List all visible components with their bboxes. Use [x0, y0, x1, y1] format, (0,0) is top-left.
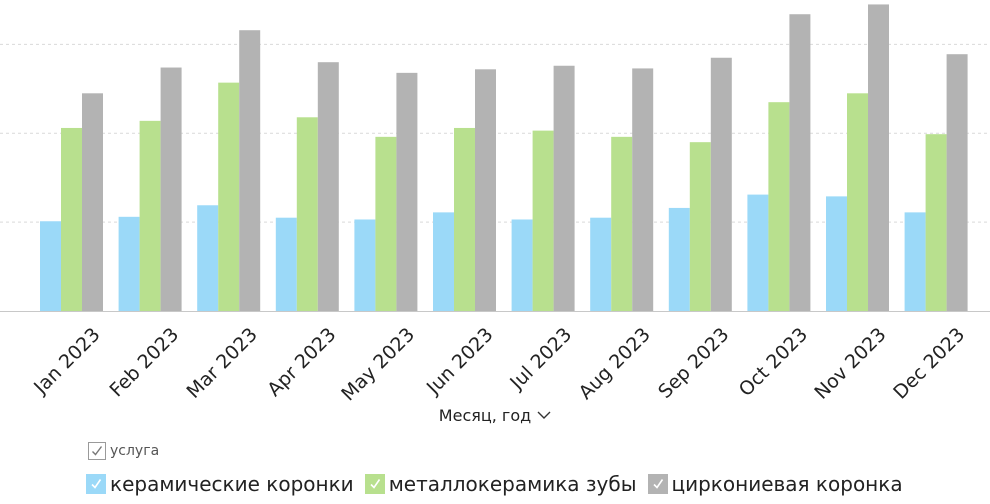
bar-metal-ceramic[interactable]	[532, 130, 554, 311]
legend-header[interactable]: услуга	[88, 440, 159, 462]
bar-metal-ceramic[interactable]	[454, 127, 475, 311]
bar-ceramic[interactable]	[668, 207, 690, 311]
x-tick-label: Oct 2023	[735, 324, 812, 401]
check-icon[interactable]	[647, 474, 668, 494]
bar-ceramic[interactable]	[904, 212, 926, 311]
bar-metal-ceramic[interactable]	[847, 93, 868, 311]
chevron-down-icon	[537, 405, 551, 424]
bar-ceramic[interactable]	[747, 194, 769, 311]
x-tick-label: Jan 2023	[29, 324, 104, 399]
bar-zirconia[interactable]	[553, 65, 575, 311]
bar-metal-ceramic[interactable]	[139, 120, 161, 312]
checkbox-icon[interactable]	[88, 442, 106, 460]
bar-ceramic[interactable]	[275, 217, 297, 311]
bars	[40, 4, 968, 312]
check-icon[interactable]	[364, 474, 385, 494]
bar-metal-ceramic[interactable]	[375, 136, 397, 311]
x-tick-label: Jul 2023	[505, 324, 576, 395]
bar-ceramic[interactable]	[118, 216, 140, 311]
bar-metal-ceramic[interactable]	[61, 127, 82, 311]
bar-zirconia[interactable]	[789, 14, 811, 312]
legend-label: металлокерамика зубы	[388, 472, 637, 496]
bar-zirconia[interactable]	[868, 4, 889, 311]
bar-zirconia[interactable]	[396, 72, 418, 311]
legend: керамические коронки металлокерамика зубы…	[86, 470, 914, 498]
x-tick-label: Sep 2023	[654, 324, 733, 403]
x-tick-label: Mar 2023	[182, 324, 261, 403]
legend-title: услуга	[110, 443, 160, 459]
bar-zirconia[interactable]	[239, 30, 261, 312]
x-tick-label: Jun 2023	[422, 324, 498, 400]
bar-metal-ceramic[interactable]	[296, 117, 318, 311]
x-axis-title: Месяц, год	[438, 406, 532, 425]
x-tick-label: May 2023	[337, 324, 419, 406]
x-tick-label: Aug 2023	[575, 324, 655, 404]
bar-ceramic[interactable]	[40, 221, 61, 311]
x-axis-title-dropdown[interactable]: Месяц, год	[0, 405, 990, 425]
legend-label: керамические коронки	[110, 472, 354, 496]
bar-ceramic[interactable]	[826, 196, 847, 311]
bar-metal-ceramic[interactable]	[611, 136, 633, 311]
legend-label: циркониевая коронка	[671, 472, 903, 496]
bar-ceramic[interactable]	[590, 217, 612, 311]
legend-item[interactable]: циркониевая коронка	[647, 472, 903, 496]
bar-zirconia[interactable]	[710, 57, 732, 311]
bar-ceramic[interactable]	[197, 205, 219, 311]
bar-metal-ceramic[interactable]	[689, 142, 711, 311]
bar-ceramic[interactable]	[511, 219, 533, 311]
legend-item[interactable]: металлокерамика зубы	[364, 472, 637, 496]
x-tick-label: Feb 2023	[105, 324, 183, 402]
bar-zirconia[interactable]	[946, 54, 968, 312]
bar-zirconia[interactable]	[475, 69, 496, 312]
bar-metal-ceramic[interactable]	[768, 102, 790, 311]
legend-item[interactable]: керамические коронки	[86, 472, 354, 496]
bar-zirconia[interactable]	[160, 67, 182, 311]
bar-ceramic[interactable]	[354, 219, 376, 311]
check-icon[interactable]	[86, 474, 106, 494]
bar-metal-ceramic[interactable]	[218, 82, 240, 311]
bar-zirconia[interactable]	[82, 93, 103, 311]
bar-metal-ceramic[interactable]	[925, 134, 947, 311]
bar-ceramic[interactable]	[433, 212, 454, 311]
bar-zirconia[interactable]	[632, 68, 654, 311]
x-tick-label: Dec 2023	[889, 324, 969, 404]
x-tick-label: Nov 2023	[810, 324, 890, 404]
x-tick-label: Apr 2023	[263, 324, 340, 401]
bar-zirconia[interactable]	[317, 62, 339, 312]
